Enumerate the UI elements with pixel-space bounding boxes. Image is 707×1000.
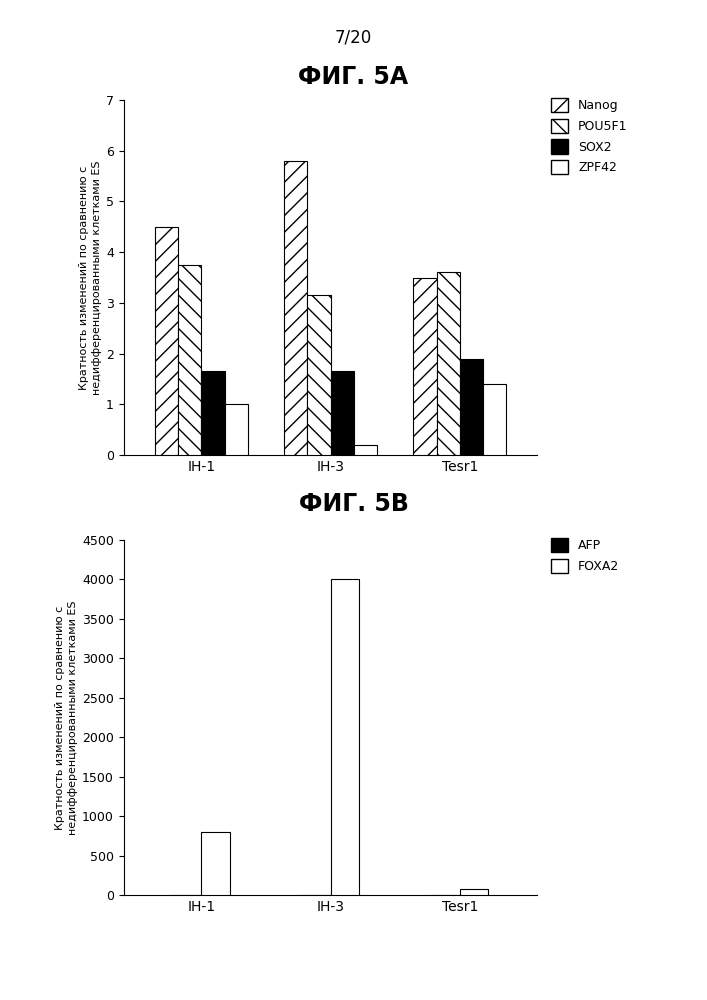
Bar	[155, 227, 178, 455]
Bar	[460, 359, 483, 455]
Bar	[284, 161, 308, 455]
Text: 7/20: 7/20	[335, 28, 372, 46]
Bar	[413, 277, 436, 455]
Text: ФИГ. 5A: ФИГ. 5A	[298, 65, 409, 89]
Bar	[460, 889, 489, 895]
Legend: Nanog, POU5F1, SOX2, ZPF42: Nanog, POU5F1, SOX2, ZPF42	[546, 93, 633, 179]
Bar	[436, 272, 460, 455]
Bar	[178, 265, 201, 455]
Y-axis label: Кратность изменений по сравнению с
недифференцированными клетками ES: Кратность изменений по сравнению с недиф…	[54, 600, 78, 835]
Bar	[201, 371, 225, 455]
Y-axis label: Кратность изменений по сравнению с
недифференцированными клетками ES: Кратность изменений по сравнению с недиф…	[78, 160, 102, 395]
Bar	[225, 404, 248, 455]
Bar	[331, 371, 354, 455]
Bar	[354, 445, 377, 455]
Bar	[483, 384, 506, 455]
Legend: AFP, FOXA2: AFP, FOXA2	[546, 533, 624, 578]
Bar	[201, 832, 230, 895]
Bar	[331, 579, 359, 895]
Bar	[308, 295, 331, 455]
Text: ФИГ. 5B: ФИГ. 5B	[298, 492, 409, 516]
